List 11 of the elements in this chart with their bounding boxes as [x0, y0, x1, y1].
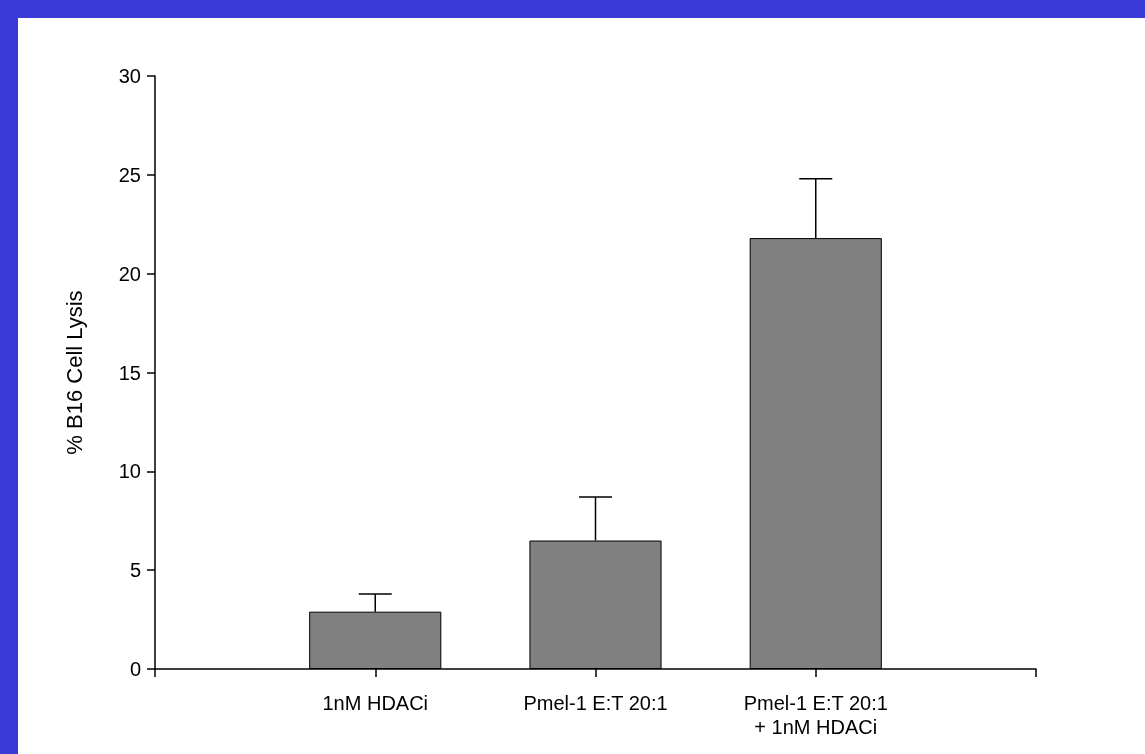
y-tick-label: 5 [129, 559, 141, 582]
y-tick-label: 25 [118, 163, 141, 186]
x-tick-label: Pmel-1 E:T 20:1 + 1nM HDACi [743, 692, 888, 738]
y-axis-title: % B16 Cell Lysis [61, 290, 87, 455]
y-tick-label: 10 [118, 460, 141, 483]
x-tick-label: 1nM HDACi [322, 692, 429, 714]
y-tick-label: 15 [118, 361, 141, 384]
y-tick-label: 20 [118, 262, 141, 285]
x-tick-label: Pmel-1 E:T 20:1 [523, 692, 668, 714]
y-tick-label: 0 [129, 658, 141, 680]
y-tick-label: 30 [118, 65, 141, 87]
